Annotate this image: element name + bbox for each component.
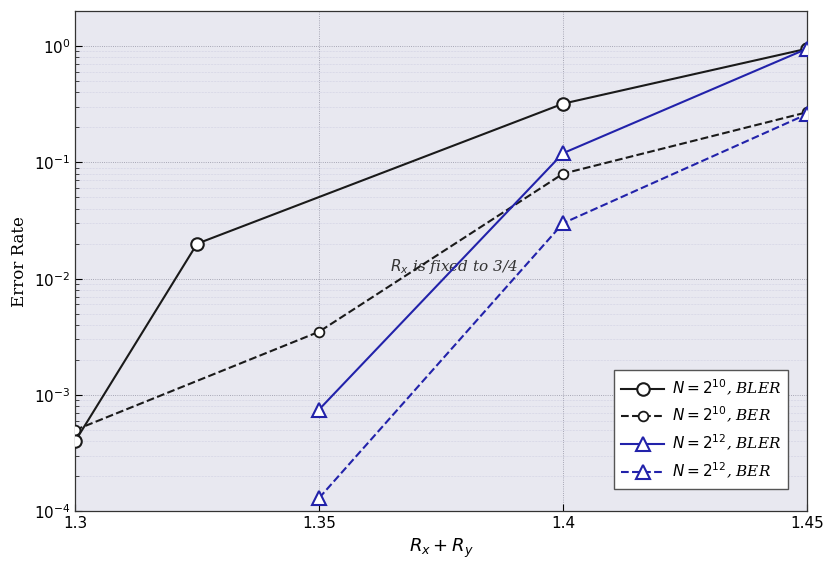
$N = 2^{10}$, BER: [314, 328, 324, 335]
$N = 2^{10}$, BLER: [70, 438, 80, 445]
$N = 2^{12}$, BLER: [314, 406, 324, 413]
$N = 2^{10}$, BLER: [802, 45, 812, 52]
$N = 2^{10}$, BLER: [192, 240, 202, 247]
X-axis label: $R_x + R_y$: $R_x + R_y$: [409, 537, 473, 560]
$N = 2^{12}$, BER: [314, 494, 324, 501]
Legend: $N = 2^{10}$, BLER, $N = 2^{10}$, BER, $N = 2^{12}$, BLER, $N = 2^{12}$, BER: $N = 2^{10}$, BLER, $N = 2^{10}$, BER, $…: [614, 370, 788, 489]
Line: $N = 2^{12}$, BER: $N = 2^{12}$, BER: [312, 107, 814, 505]
$N = 2^{12}$, BER: [802, 111, 812, 118]
$N = 2^{12}$, BLER: [558, 150, 568, 156]
$N = 2^{12}$, BLER: [802, 45, 812, 52]
Line: $N = 2^{10}$, BER: $N = 2^{10}$, BER: [70, 107, 812, 435]
$N = 2^{10}$, BER: [70, 427, 80, 433]
$N = 2^{10}$, BER: [558, 170, 568, 177]
Y-axis label: Error Rate: Error Rate: [11, 216, 28, 307]
$N = 2^{10}$, BLER: [558, 100, 568, 107]
$N = 2^{10}$, BER: [802, 109, 812, 116]
Text: $R_x$ is fixed to 3/4: $R_x$ is fixed to 3/4: [390, 257, 518, 276]
Line: $N = 2^{10}$, BLER: $N = 2^{10}$, BLER: [69, 42, 813, 448]
Line: $N = 2^{12}$, BLER: $N = 2^{12}$, BLER: [312, 42, 814, 416]
$N = 2^{12}$, BER: [558, 220, 568, 227]
